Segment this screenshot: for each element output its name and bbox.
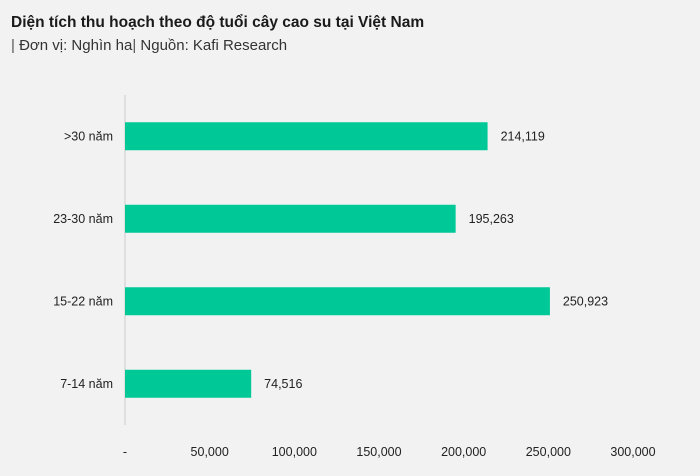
x-tick-label: 50,000: [191, 445, 229, 459]
category-label: >30 năm: [64, 129, 113, 143]
bar: [125, 122, 488, 151]
x-tick-label: 300,000: [610, 445, 655, 459]
category-label: 15-22 năm: [53, 294, 113, 308]
x-tick-label: 150,000: [356, 445, 401, 459]
value-label: 214,119: [501, 129, 545, 143]
category-labels-group: >30 năm 23-30 năm 15-22 năm 7-14 năm: [53, 129, 113, 391]
x-tick-labels-group: - 50,000 100,000 150,000 200,000 250,000 300,0…: [123, 445, 656, 459]
x-tick-label: -: [123, 445, 127, 459]
subtitle-separator-mid: |: [132, 37, 141, 54]
chart-title: Diện tích thu hoạch theo độ tuổi cây cao…: [11, 14, 425, 31]
bar: [125, 287, 550, 316]
category-label: 7-14 năm: [60, 377, 113, 391]
value-label: 74,516: [264, 377, 302, 391]
source-text: Nguồn: Kafi Research: [140, 37, 288, 54]
chart-subtitle: | Đơn vị: Nghìn ha| Nguồn: Kafi Research: [11, 37, 287, 54]
value-labels-group: 214,119 195,263 250,923 74,516: [264, 129, 608, 391]
subtitle-separator-left: |: [11, 37, 20, 54]
bars-group: [125, 122, 550, 398]
bar: [125, 369, 252, 398]
value-label: 195,263: [469, 212, 514, 226]
x-tick-label: 100,000: [272, 445, 317, 459]
value-label: 250,923: [563, 294, 608, 308]
x-tick-label: 250,000: [526, 445, 571, 459]
x-tick-label: 200,000: [441, 445, 486, 459]
unit-text: Đơn vị: Nghìn ha: [19, 37, 133, 54]
category-label: 23-30 năm: [53, 212, 113, 226]
bar: [125, 204, 456, 233]
